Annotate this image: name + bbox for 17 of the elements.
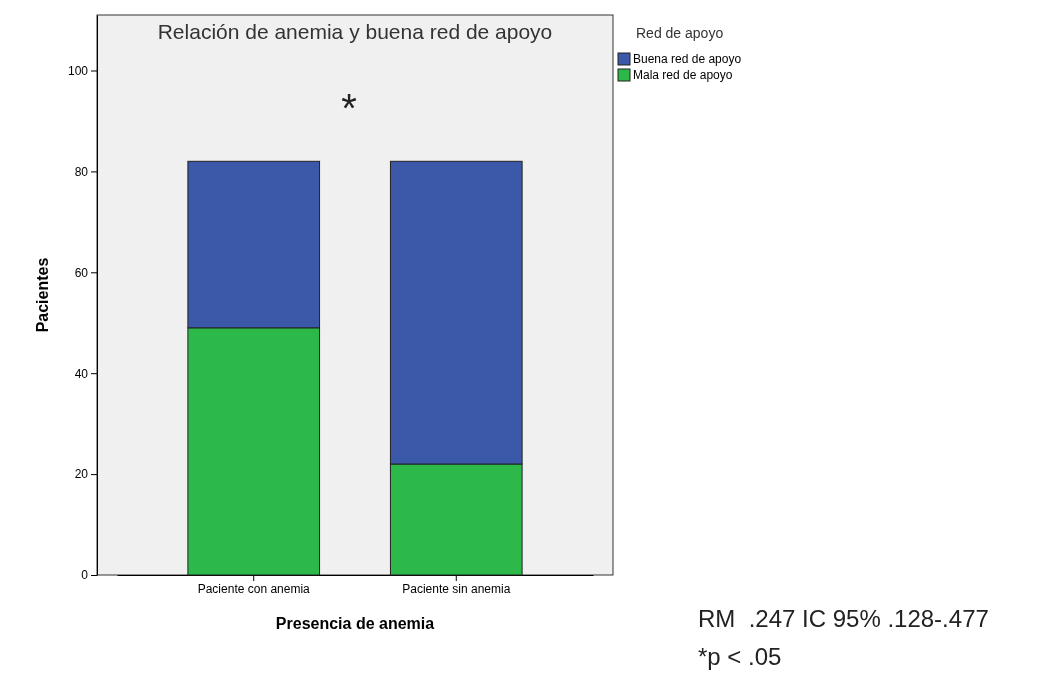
legend-label: Mala red de apoyo (633, 68, 733, 82)
annotation: * (341, 86, 357, 130)
x-tick-label: Paciente con anemia (197, 581, 311, 596)
y-tick-label: 0 (81, 568, 89, 583)
x-tick-label: Paciente sin anemia (402, 581, 511, 596)
y-tick-label: 60 (74, 265, 89, 280)
legend-label: Buena red de apoyo (633, 52, 742, 66)
text: *p < .05 (698, 643, 782, 670)
y-tick-label: 40 (74, 366, 89, 381)
y-tick-label: 100 (67, 63, 89, 78)
legend-title: Red de apoyo (636, 25, 724, 41)
y-axis-title: Pacientes (34, 257, 51, 333)
y-tick-label: 20 (74, 467, 89, 482)
y-tick-label: 80 (74, 164, 89, 179)
chart-title: Relación de anemia y buena red de apoyo (157, 20, 553, 43)
x-axis-title: Presencia de anemia (275, 615, 435, 632)
text: RM .247 IC 95% .128-.477 (698, 605, 989, 632)
